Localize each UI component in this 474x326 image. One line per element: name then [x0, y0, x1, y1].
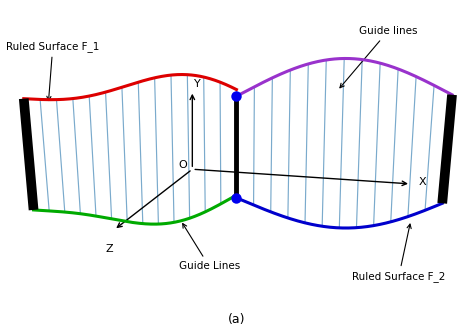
Text: Ruled Surface F_2: Ruled Surface F_2 — [352, 224, 446, 282]
Text: Y: Y — [194, 79, 201, 89]
Text: Z: Z — [105, 244, 113, 254]
Text: Guide lines: Guide lines — [340, 26, 418, 88]
Text: (a): (a) — [228, 313, 246, 326]
Text: Guide Lines: Guide Lines — [179, 224, 240, 271]
Text: Ruled Surface F_1: Ruled Surface F_1 — [6, 41, 100, 100]
Text: X: X — [419, 177, 426, 187]
Text: O: O — [179, 160, 187, 170]
